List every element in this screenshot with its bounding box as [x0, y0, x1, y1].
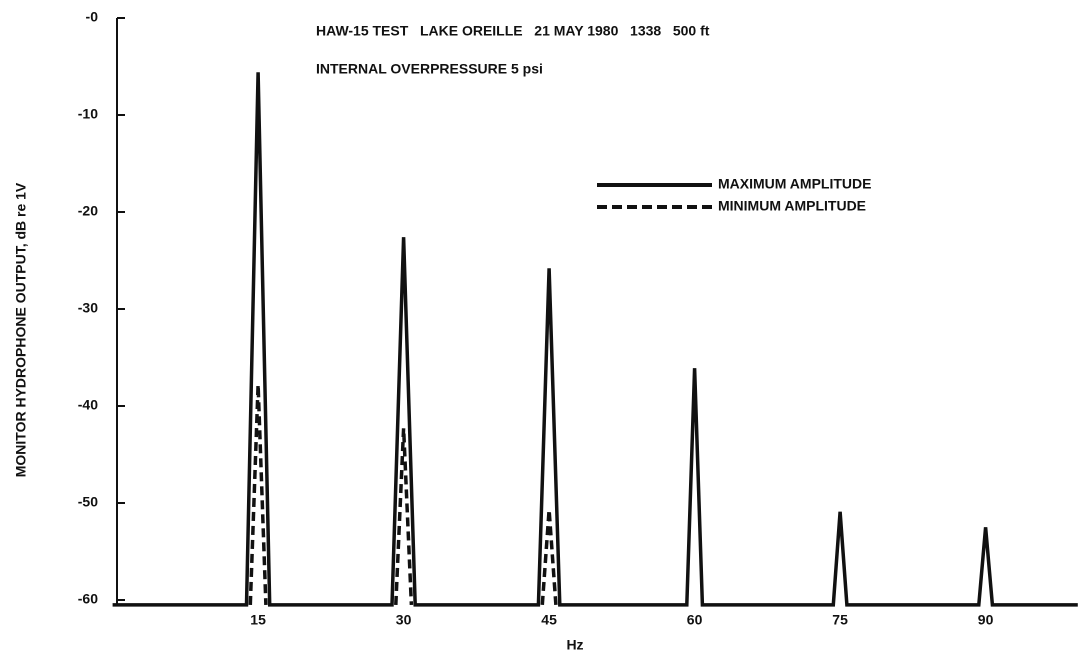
chart-title: HAW-15 TEST LAKE OREILLE 21 MAY 1980 133… — [316, 23, 710, 39]
chart-subtitle: INTERNAL OVERPRESSURE 5 psi — [316, 61, 543, 77]
data-line — [248, 384, 558, 606]
y-tick-label: -30 — [78, 300, 98, 316]
y-axis-label: MONITOR HYDROPHONE OUTPUT, dB re 1V — [13, 182, 29, 477]
legend-label: MAXIMUM AMPLITUDE — [718, 176, 871, 192]
x-tick-label: 45 — [541, 612, 557, 628]
x-axis-label: Hz — [566, 637, 583, 653]
y-tick-label: -60 — [78, 591, 98, 607]
x-tick-label: 60 — [687, 612, 703, 628]
y-tick-label: -20 — [78, 203, 98, 219]
data-line — [112, 72, 1078, 607]
y-tick-label: -0 — [86, 9, 99, 25]
x-tick-label: 90 — [978, 612, 994, 628]
y-tick-label: -10 — [78, 106, 98, 122]
legend-label: MINIMUM AMPLITUDE — [718, 198, 866, 214]
x-tick-label: 30 — [396, 612, 412, 628]
x-tick-label: 15 — [250, 612, 266, 628]
y-tick-label: -50 — [78, 494, 98, 510]
x-tick-label: 75 — [832, 612, 848, 628]
y-tick-label: -40 — [78, 397, 98, 413]
